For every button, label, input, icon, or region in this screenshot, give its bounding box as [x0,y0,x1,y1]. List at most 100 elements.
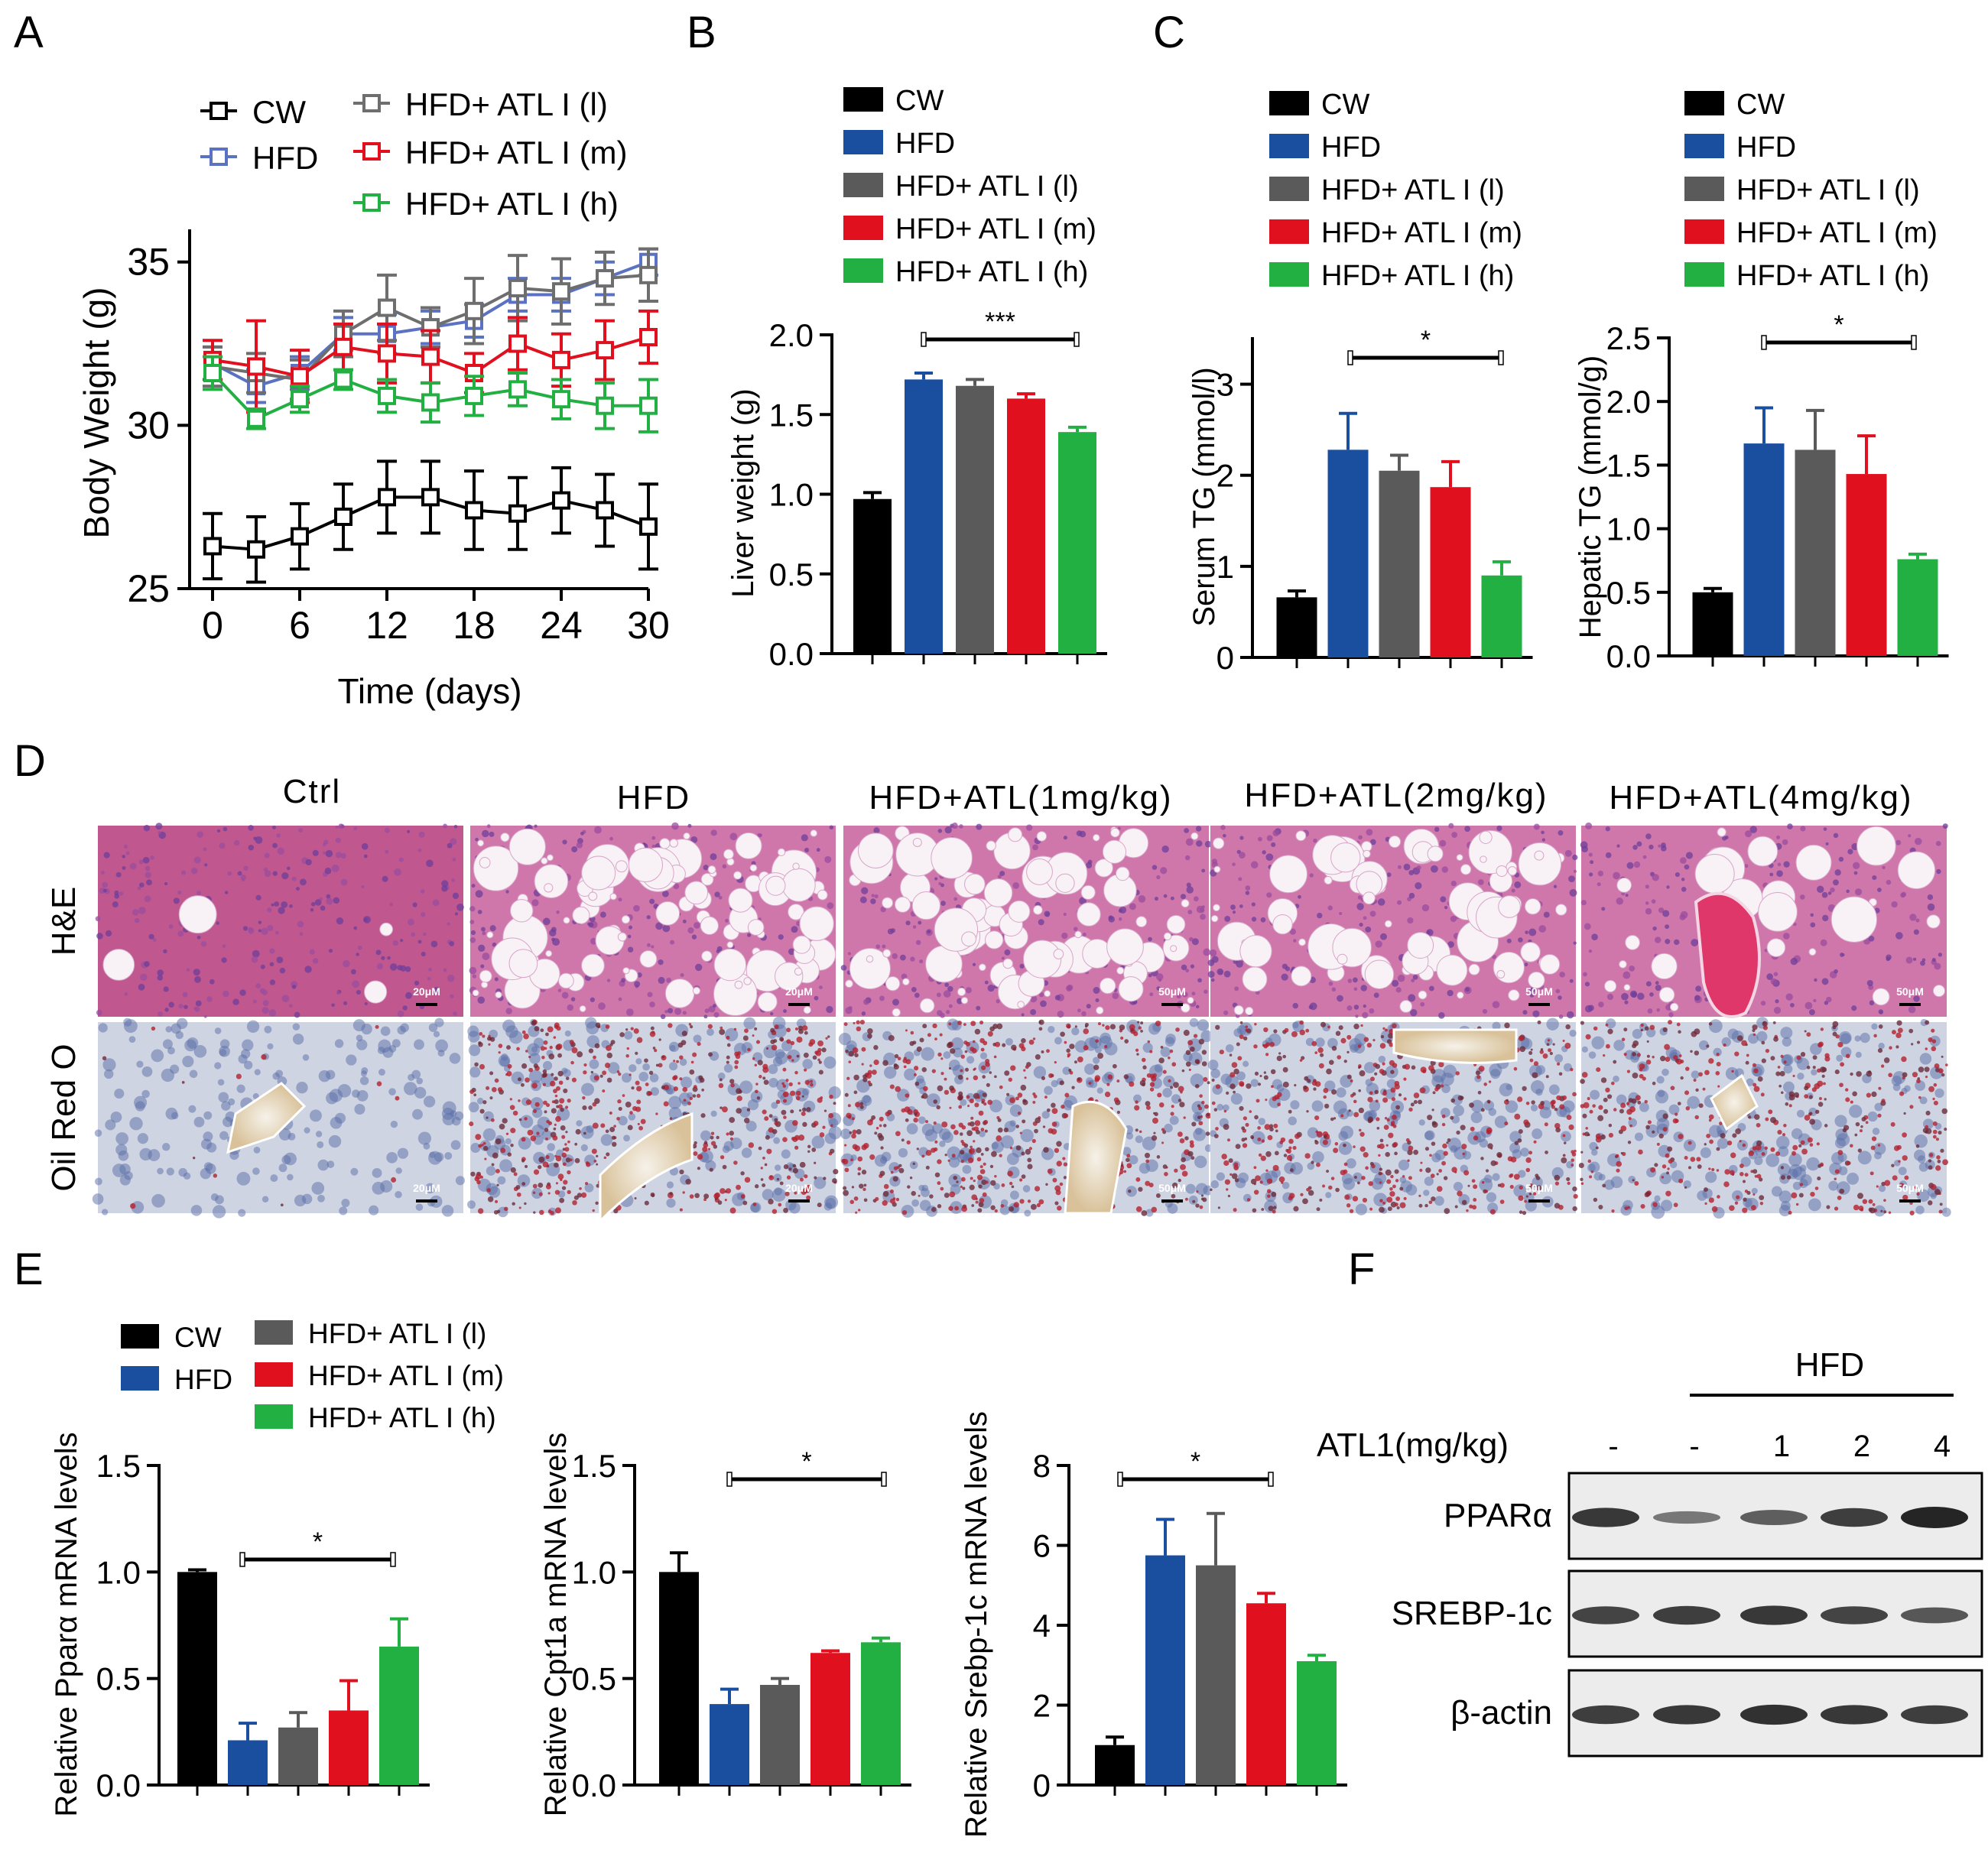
nucleus [1421,904,1430,912]
lipid-stain [754,1184,759,1189]
lipid-stain [828,1112,834,1118]
lipid-stain [1250,1135,1254,1139]
nucleus [667,1008,674,1014]
nucleus [1840,1033,1851,1044]
nucleus [1773,972,1778,977]
lipid-droplet [1493,951,1525,984]
lipid-stain [783,1207,788,1213]
lipid-stain [679,1055,684,1060]
lipid-stain [782,1099,788,1103]
lipid-stain [1149,1050,1153,1053]
nucleus [861,1095,872,1106]
nucleus [1194,1155,1207,1169]
lipid-stain [1009,1097,1015,1103]
nucleus [139,1147,152,1161]
lipid-droplet [1118,976,1144,1002]
nucleus [519,1115,534,1128]
nucleus [482,1128,496,1141]
nucleus [1633,861,1641,868]
lipid-stain [1413,1149,1419,1155]
panel-A-data-point [596,269,614,288]
nucleus [1407,917,1414,924]
nucleus [927,930,931,934]
bar-cw [1276,597,1317,657]
vessel-lumen [1064,1100,1128,1215]
nucleus [775,1051,788,1065]
nucleus [124,992,128,996]
lipid-stain [1335,1030,1341,1037]
nucleus [341,1199,350,1208]
y-axis-label: Hepatic TG (mmol/g) [1574,355,1607,638]
lipid-stain [982,1075,986,1079]
nucleus [1566,1160,1574,1169]
nucleus [317,1194,325,1203]
nucleus [1499,1082,1513,1097]
nucleus [892,998,899,1006]
lipid-stain [912,1162,915,1165]
nucleus [129,862,137,870]
lipid-stain [733,1160,738,1165]
nucleus [452,858,456,862]
lipid-stain [875,1196,879,1201]
nucleus [1941,1207,1951,1217]
nucleus [289,904,293,908]
lipid-droplet [1555,904,1567,916]
lipid-stain [1506,1099,1509,1102]
lipid-stain [966,1130,973,1137]
lipid-stain [1236,1042,1240,1047]
lipid-stain [1456,1130,1460,1135]
nucleus [112,1164,126,1177]
lipid-stain [554,1190,560,1195]
nucleus [915,940,921,946]
lipid-stain [1346,1034,1352,1040]
lipid-stain [606,1152,610,1157]
lipid-stain [770,1027,775,1033]
bar-cw [1095,1745,1135,1785]
he-image-1: 20μM [469,822,836,1020]
nucleus [378,1039,391,1053]
nucleus [1242,1060,1249,1067]
nucleus [505,1138,512,1145]
lipid-droplet [363,980,388,1004]
lipid-droplet [1077,902,1101,927]
nucleus [1225,1044,1234,1053]
nucleus [1790,1002,1795,1008]
lipid-droplet [986,840,996,852]
lipid-stain [1441,1160,1446,1166]
nucleus [898,1147,908,1158]
lipid-stain [863,1183,867,1187]
nucleus [951,823,958,829]
lipid-stain [543,1040,548,1045]
nucleus [682,919,687,923]
nucleus [1616,897,1624,905]
nucleus [1535,1089,1543,1096]
lipid-stain [1379,1206,1385,1213]
nucleus [1126,1186,1137,1197]
significance-marker: * [1834,310,1843,339]
nucleus [479,1140,491,1151]
bar-hfd-atl-i-h- [1058,432,1096,654]
nucleus [343,959,350,968]
lipid-stain [1528,1050,1533,1055]
nucleus [1315,1037,1325,1047]
lipid-stain [603,1156,607,1160]
nucleus [433,1030,440,1037]
lipid-stain [528,1055,531,1059]
lipid-stain [762,1157,765,1160]
nucleus [397,1147,409,1159]
lipid-droplet [1135,916,1148,928]
panel-A-data-point [465,386,483,405]
nucleus [606,979,611,982]
nucleus [1311,1100,1324,1112]
lipid-stain [804,1030,808,1035]
nucleus [804,847,810,853]
nucleus [261,1196,269,1203]
lipid-stain [996,1023,1003,1030]
lipid-droplet [572,906,590,924]
lipid-droplet [882,949,892,958]
lipid-droplet [1872,988,1890,1006]
lipid-stain [586,1161,590,1165]
lipid-stain [774,1121,778,1126]
nucleus [432,899,440,907]
